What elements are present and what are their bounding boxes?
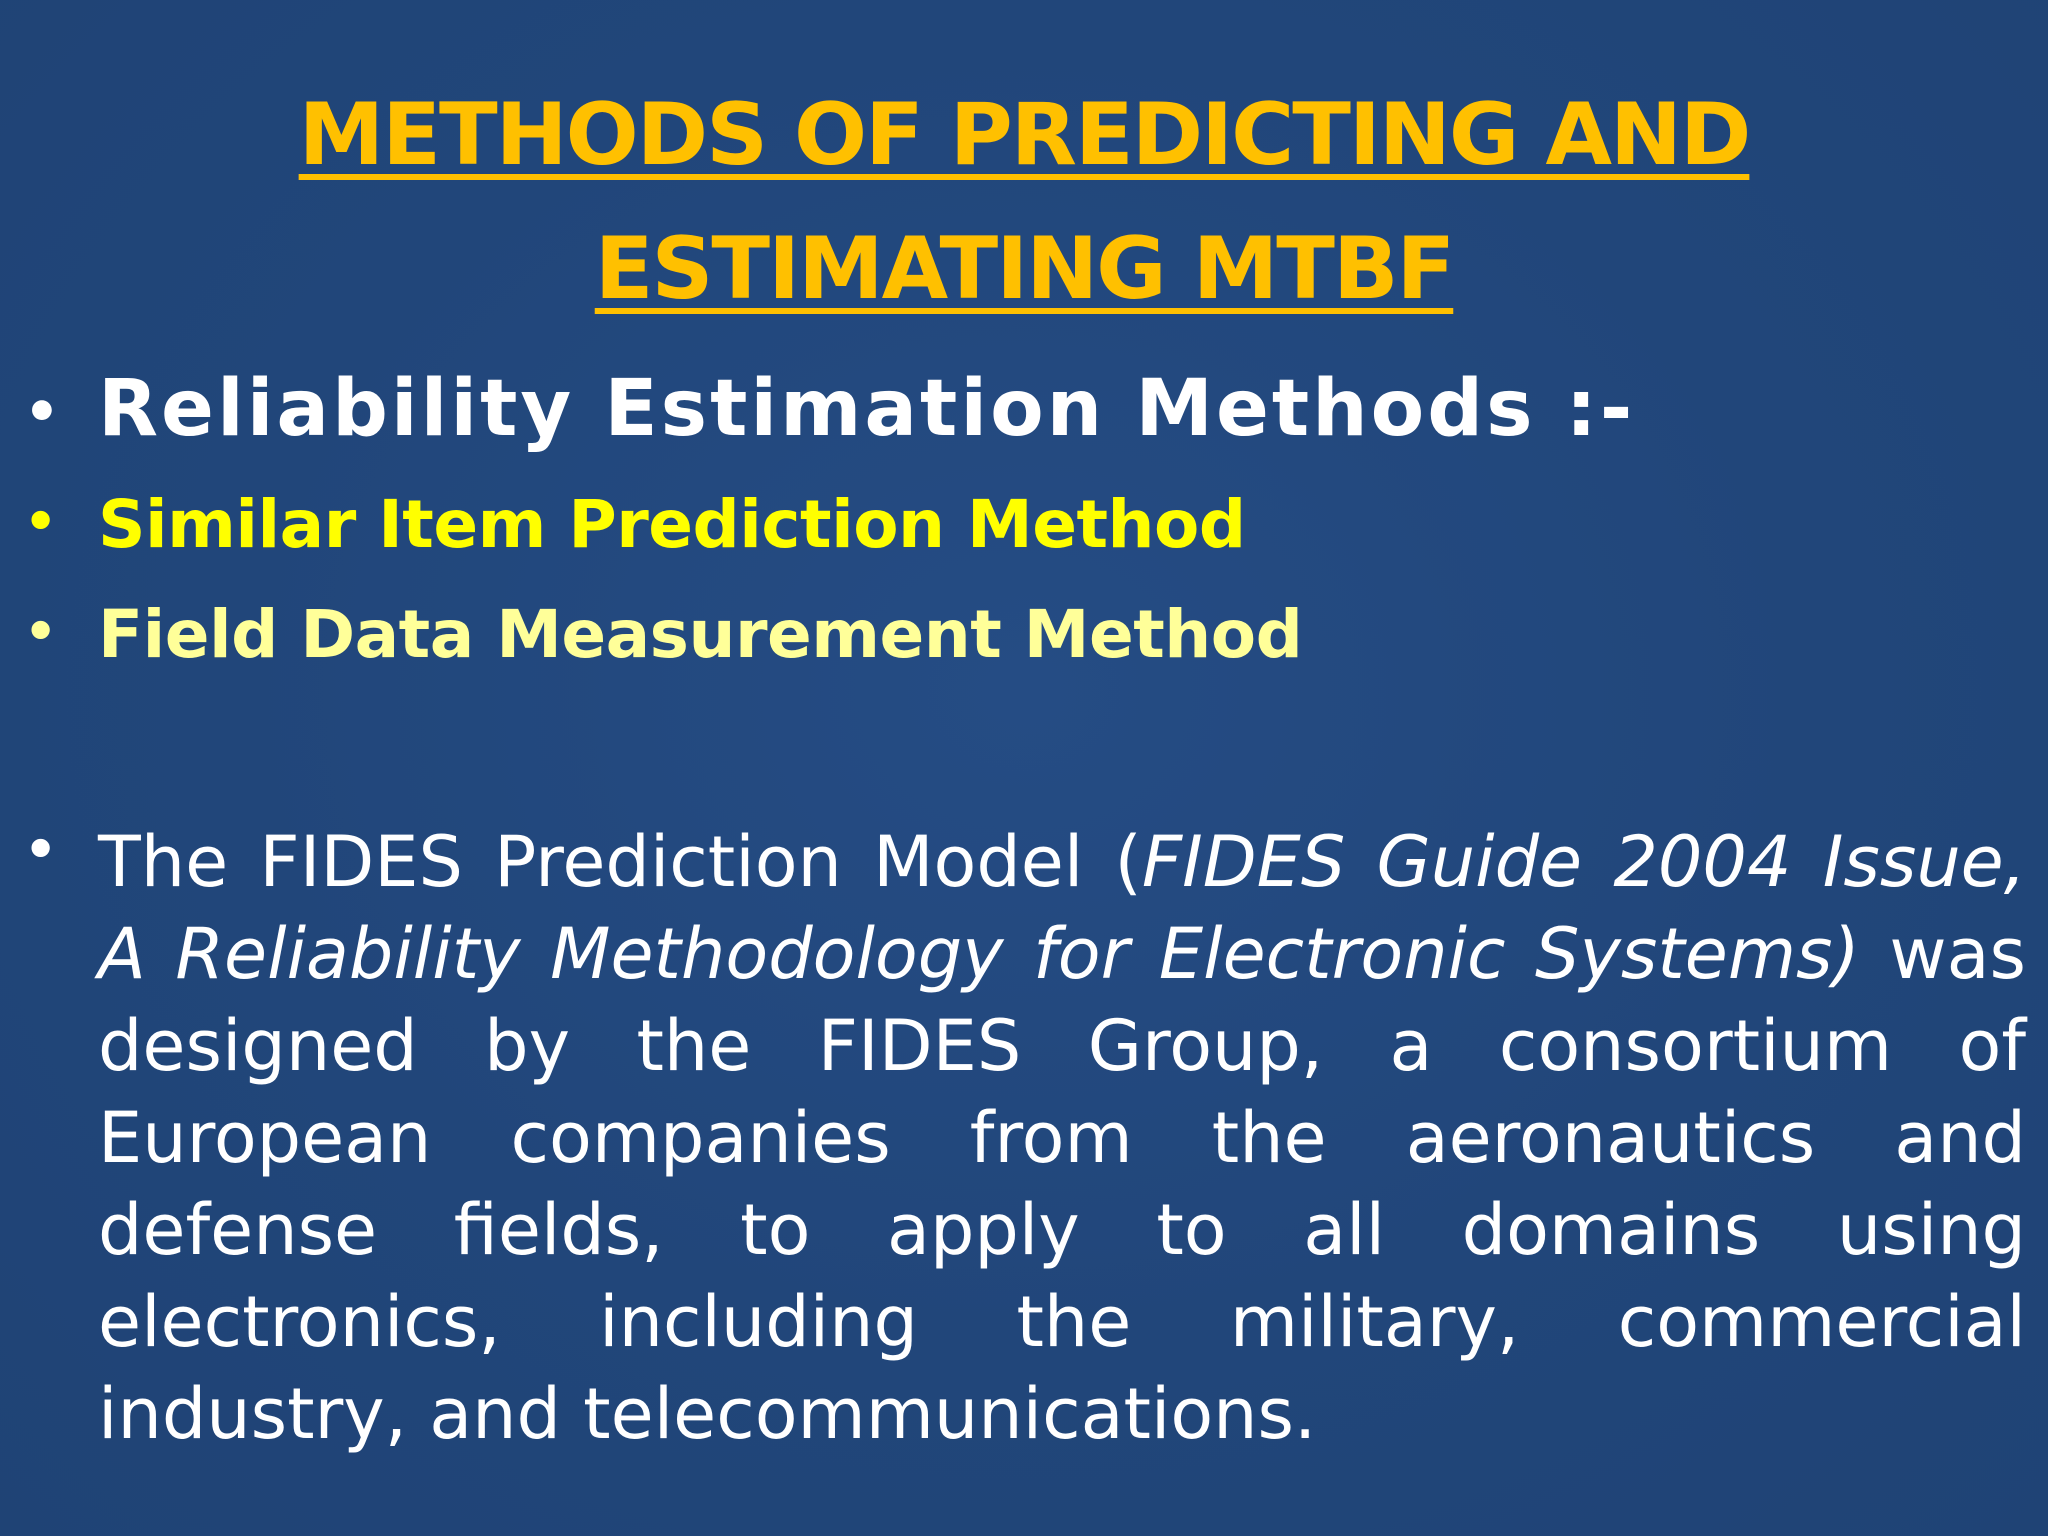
paragraph-part3: was designed by the FIDES Group, a conso… (98, 913, 2026, 1455)
bullet-dot-icon: • (24, 820, 58, 880)
bullet-similar-item-prediction: • Similar Item Prediction Method (0, 482, 2048, 582)
fides-paragraph: The FIDES Prediction Model (FIDES Guide … (98, 816, 2026, 1460)
paragraph-part1: The FIDES Prediction Model ( (98, 821, 1142, 903)
bullet-dot-icon: • (24, 602, 58, 662)
bullet-reliability-estimation-methods: • Reliability Estimation Methods :- (0, 360, 2048, 470)
bullet-text: Field Data Measurement Method (98, 596, 1303, 673)
slide-title: METHODS OF PREDICTING AND ESTIMATING MTB… (0, 68, 2048, 336)
bullet-text: Reliability Estimation Methods :- (98, 364, 1636, 454)
slide-title-line1: METHODS OF PREDICTING AND (298, 85, 1752, 185)
bullet-dot-icon: • (24, 380, 60, 445)
bullet-text: Similar Item Prediction Method (98, 486, 1246, 563)
bullet-dot-icon: • (24, 492, 58, 552)
paragraph-citation: FIDES Guide 2004 Issue, A Reliability Me… (98, 821, 2026, 995)
bullet-field-data-measurement: • Field Data Measurement Method (0, 592, 2048, 692)
slide-title-line2: ESTIMATING MTBF (594, 219, 1456, 319)
